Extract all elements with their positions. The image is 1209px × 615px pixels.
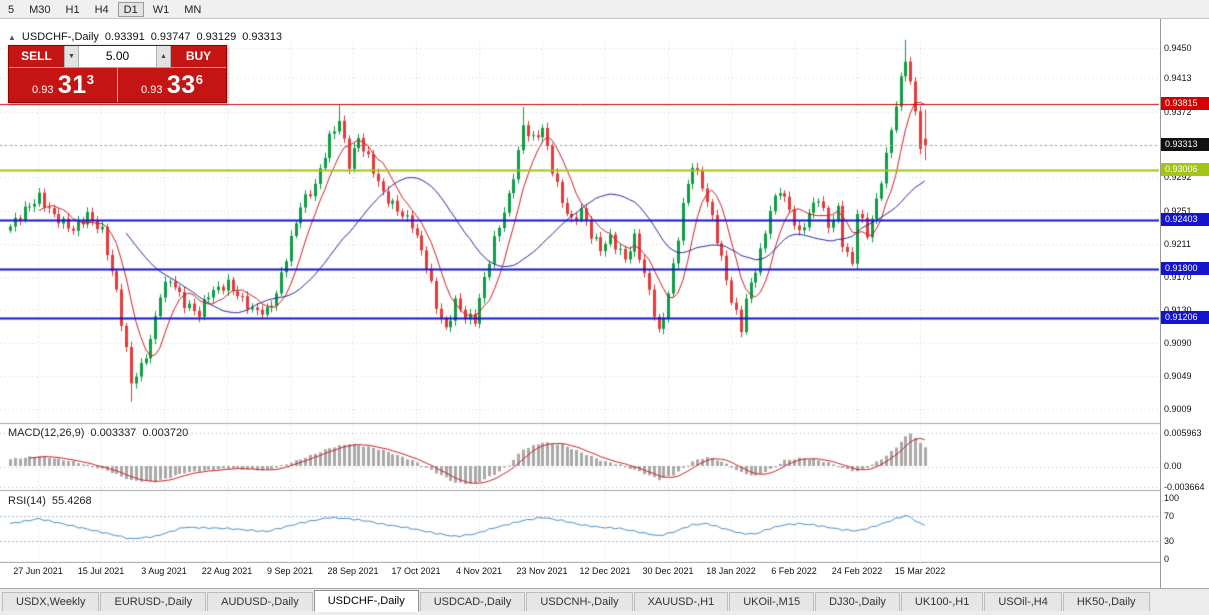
timeframe-button-d1[interactable]: D1 (117, 1, 144, 17)
price-marker-0.92403[interactable]: 0.92403 (1161, 212, 1209, 226)
chart-tab-uk100-h1[interactable]: UK100-,H1 (900, 592, 984, 611)
chart-tab-bar: USDX,Weekly EURUSD-,Daily AUDUSD-,Daily USD… (0, 588, 1209, 615)
rsi-axis-label: 30 (1164, 535, 1175, 546)
date-axis-label: 24 Feb 2022 (831, 566, 883, 576)
chart-collapse-icon[interactable]: ▲ (8, 32, 16, 42)
volume-decrease-button[interactable]: ▼ (64, 46, 79, 67)
macd-value: 0.003337 (90, 427, 137, 439)
ohlc-high: 0.93747 (150, 31, 191, 43)
price-axis-label: 0.9372 (1164, 106, 1192, 117)
trade-controls-row: SELL ▼ 5.00 ▲ BUY (9, 46, 226, 67)
timeframe-button-5[interactable]: 5 (8, 3, 15, 16)
rsi-indicator-label: RSI(14) 55.4268 (8, 495, 92, 507)
price-marker-0.93006[interactable]: 0.93006 (1161, 163, 1209, 177)
sell-price-main: 31 (57, 71, 87, 99)
sell-price-sup: 3 (86, 72, 94, 87)
macd-axis-label: 0.00 (1164, 461, 1182, 471)
chart-tab-usdcnh-daily[interactable]: USDCNH-,Daily (526, 592, 633, 611)
volume-input[interactable]: 5.00 (79, 46, 156, 67)
chart-title: USDCHF-,Daily (21, 31, 99, 43)
buy-price-display[interactable]: 0.93 336 (118, 68, 226, 102)
buy-button[interactable]: BUY (171, 46, 226, 67)
timeframe-button-h4[interactable]: H4 (94, 3, 109, 16)
sell-button[interactable]: SELL (9, 46, 64, 67)
date-axis-label: 22 Aug 2021 (201, 566, 253, 576)
chart-ohlc-header: ▲ USDCHF-,Daily 0.93391 0.93747 0.93129 … (8, 31, 282, 43)
chart-tab-usoil-h4[interactable]: USOil-,H4 (984, 592, 1062, 611)
chart-area: ▲ USDCHF-,Daily 0.93391 0.93747 0.93129 … (0, 19, 1209, 588)
price-axis-label: 0.9251 (1164, 205, 1192, 216)
rsi-axis-label: 100 (1164, 493, 1180, 503)
macd-axis-label: -0.003664 (1164, 481, 1205, 492)
chart-tab-xauusd-h1[interactable]: XAUUSD-,H1 (633, 592, 729, 611)
macd-indicator-label: MACD(12,26,9) 0.003337 0.003720 (8, 427, 188, 439)
price-axis-separator (1160, 19, 1161, 588)
chart-tab-eurusd-daily[interactable]: EURUSD-,Daily (100, 592, 207, 611)
bid-ask-row: 0.93 313 0.93 336 (9, 67, 226, 102)
date-axis-label: 17 Oct 2021 (391, 566, 441, 576)
price-marker-0.93815[interactable]: 0.93815 (1161, 97, 1209, 111)
chart-tab-dj30-daily[interactable]: DJ30-,Daily (815, 592, 900, 611)
macd-name: MACD(12,26,9) (8, 427, 85, 439)
rsi-name: RSI(14) (8, 495, 46, 507)
price-axis-label: 0.9049 (1164, 371, 1192, 382)
chart-tab-usdchf-daily[interactable]: USDCHF-,Daily (313, 590, 419, 612)
date-axis-label: 23 Nov 2021 (516, 566, 568, 576)
date-axis-label: 4 Nov 2021 (455, 566, 503, 576)
volume-increase-button[interactable]: ▲ (156, 46, 171, 67)
price-marker-0.93313[interactable]: 0.93313 (1161, 138, 1209, 152)
chart-tab-hk50-daily[interactable]: HK50-,Daily (1062, 592, 1150, 611)
ohlc-low: 0.93129 (196, 31, 237, 43)
chart-tab-ukoil-m15[interactable]: UKOil-,M15 (729, 592, 815, 611)
price-axis-label: 0.9009 (1164, 404, 1192, 415)
date-axis-label: 27 Jun 2021 (13, 566, 63, 576)
price-divider (117, 68, 118, 102)
macd-axis-label: 0.005963 (1164, 427, 1202, 438)
date-axis-label: 18 Jan 2022 (706, 566, 756, 576)
date-axis-label: 30 Dec 2021 (642, 566, 694, 576)
date-axis-label: 3 Aug 2021 (141, 566, 187, 576)
rsi-axis-label: 0 (1164, 554, 1170, 564)
price-axis-label: 0.9130 (1164, 305, 1192, 315)
chart-tab-audusd-daily[interactable]: AUDUSD-,Daily (207, 592, 313, 611)
date-axis-label: 9 Sep 2021 (266, 566, 314, 576)
price-axis-label: 0.9170 (1164, 272, 1192, 283)
date-axis-label: 12 Dec 2021 (579, 566, 631, 576)
timeframe-button-h1[interactable]: H1 (65, 3, 80, 16)
price-axis-label: 0.9450 (1164, 43, 1192, 54)
sell-price-prefix: 0.93 (32, 84, 54, 96)
date-axis-label: 15 Mar 2022 (894, 566, 946, 576)
timeframe-button-m30[interactable]: M30 (29, 3, 51, 16)
ohlc-open: 0.93391 (104, 31, 145, 43)
chart-tab-usdcad-daily[interactable]: USDCAD-,Daily (419, 592, 526, 611)
date-axis-label: 15 Jul 2021 (77, 566, 125, 576)
chart-tab-usdx-weekly[interactable]: USDX,Weekly (2, 592, 100, 611)
rsi-axis-label: 70 (1164, 511, 1175, 522)
ohlc-close: 0.93313 (242, 31, 282, 43)
price-marker-0.91206[interactable]: 0.91206 (1161, 310, 1209, 324)
price-axis-label: 0.9211 (1164, 238, 1191, 249)
rsi-value: 55.4268 (51, 495, 92, 507)
date-axis-label: 28 Sep 2021 (327, 566, 379, 576)
price-axis-label: 0.9413 (1164, 73, 1192, 84)
price-marker-0.91800[interactable]: 0.91800 (1161, 262, 1209, 276)
price-axis-label: 0.9090 (1164, 337, 1192, 348)
price-chart-canvas[interactable] (0, 19, 1160, 563)
timeframe-button-mn[interactable]: MN (184, 3, 202, 16)
timeframe-toolbar: 5 M30 H1 H4 D1 W1 MN (0, 0, 1209, 19)
date-axis-label: 6 Feb 2022 (771, 566, 817, 576)
price-axis-label: 0.9292 (1164, 172, 1192, 183)
timeframe-button-w1[interactable]: W1 (152, 3, 170, 16)
macd-signal-value: 0.003720 (142, 427, 189, 439)
buy-price-main: 33 (166, 71, 196, 99)
one-click-trading-panel: SELL ▼ 5.00 ▲ BUY 0.93 313 0.93 336 (8, 45, 227, 103)
sell-price-display[interactable]: 0.93 313 (9, 68, 117, 102)
buy-price-sup: 6 (195, 72, 203, 87)
buy-price-prefix: 0.93 (141, 84, 163, 96)
